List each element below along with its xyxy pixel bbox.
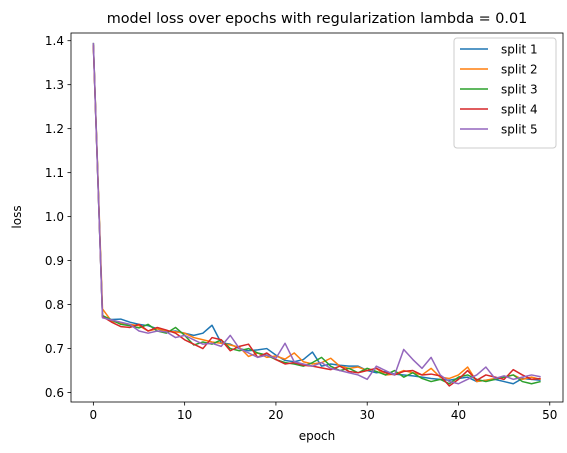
x-tick-label: 0 — [90, 408, 98, 422]
y-tick-label: 1.2 — [45, 122, 64, 136]
x-tick-label: 10 — [177, 408, 192, 422]
y-tick-label: 0.6 — [45, 386, 64, 400]
x-axis-label: epoch — [299, 429, 336, 443]
y-tick-label: 1.3 — [45, 78, 64, 92]
x-tick-label: 50 — [542, 408, 557, 422]
y-axis: 0.6 0.7 0.8 0.9 1.0 1.1 1.2 1.3 1.4 — [45, 34, 71, 400]
legend-label-2: split 2 — [501, 62, 538, 76]
x-tick-label: 40 — [451, 408, 466, 422]
x-axis: 0 10 20 30 40 50 — [90, 402, 558, 422]
y-tick-label: 1.1 — [45, 166, 64, 180]
y-tick-label: 0.8 — [45, 298, 64, 312]
x-tick-label: 30 — [360, 408, 375, 422]
legend: split 1 split 2 split 3 split 4 split 5 — [454, 38, 556, 148]
y-tick-label: 1.0 — [45, 210, 64, 224]
legend-label-5: split 5 — [501, 122, 538, 136]
y-tick-label: 1.4 — [45, 34, 64, 48]
legend-label-3: split 3 — [501, 82, 538, 96]
chart-title: model loss over epochs with regularizati… — [107, 11, 528, 27]
y-tick-label: 0.9 — [45, 254, 64, 268]
y-axis-label: loss — [10, 205, 24, 228]
y-tick-label: 0.7 — [45, 342, 64, 356]
x-tick-label: 20 — [268, 408, 283, 422]
legend-label-4: split 4 — [501, 102, 538, 116]
legend-label-1: split 1 — [501, 42, 538, 56]
